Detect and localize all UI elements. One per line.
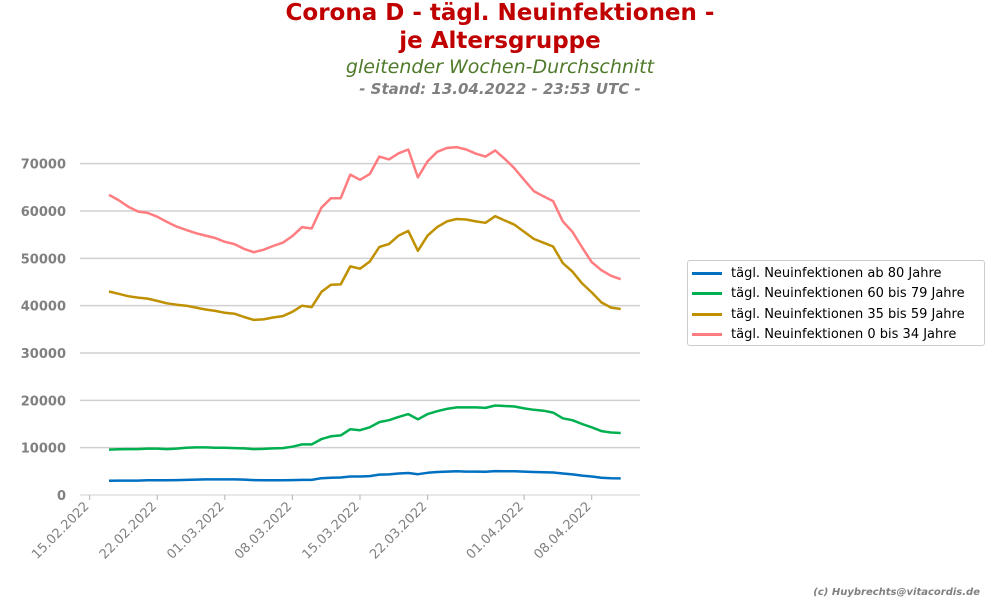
legend-item: tägl. Neuinfektionen 60 bis 79 Jahre	[692, 284, 984, 305]
x-tick-label: 22.03.2022	[367, 499, 430, 562]
legend-label: tägl. Neuinfektionen 60 bis 79 Jahre	[731, 286, 965, 302]
x-tick-label: 22.02.2022	[97, 499, 160, 562]
legend-swatch	[692, 312, 722, 316]
legend-item: tägl. Neuinfektionen 35 bis 59 Jahre	[692, 304, 984, 325]
chart-subtitle: gleitender Wochen-Durchschnitt	[345, 56, 655, 78]
chart-timestamp: - Stand: 13.04.2022 - 23:53 UTC -	[359, 80, 641, 98]
legend-item: tägl. Neuinfektionen ab 80 Jahre	[692, 263, 984, 284]
y-tick-label: 20000	[21, 394, 66, 409]
grid-lines	[80, 162, 640, 449]
series-line-0	[108, 469, 621, 483]
series-line-3	[108, 145, 622, 281]
y-tick-label: 60000	[21, 205, 66, 220]
y-tick-label: 10000	[21, 442, 66, 457]
x-tick-label: 15.03.2022	[300, 499, 363, 562]
series-lines	[108, 145, 622, 483]
legend-label: tägl. Neuinfektionen 35 bis 59 Jahre	[731, 306, 965, 322]
chart-title-line-1: Corona D - tägl. Neuinfektionen -	[285, 0, 715, 26]
x-tick-label: 01.04.2022	[464, 499, 527, 562]
legend-item: tägl. Neuinfektionen 0 bis 34 Jahre	[692, 325, 984, 346]
y-tick-label: 50000	[21, 252, 66, 267]
credit-text: (c) Huybrechts@vitacordis.de	[813, 587, 980, 598]
legend-label: tägl. Neuinfektionen 0 bis 34 Jahre	[731, 327, 957, 343]
y-tick-label: 70000	[21, 158, 66, 173]
x-tick-label: 08.03.2022	[232, 499, 295, 562]
y-tick-label: 0	[57, 489, 66, 504]
legend-swatch	[692, 271, 722, 275]
series-line-1	[108, 404, 621, 451]
legend-label: tägl. Neuinfektionen ab 80 Jahre	[731, 265, 942, 281]
chart-legend: tägl. Neuinfektionen ab 80 Jahre tägl. Ne…	[687, 260, 985, 346]
chart-title-line-2: je Altersgruppe	[399, 28, 601, 54]
x-tick-label: 08.04.2022	[531, 499, 594, 562]
y-tick-label: 30000	[21, 347, 66, 362]
legend-swatch	[692, 292, 722, 296]
legend-swatch	[692, 333, 722, 337]
x-tick-label: 15.02.2022	[29, 499, 92, 562]
y-tick-label: 40000	[21, 300, 66, 315]
x-tick-label: 01.03.2022	[164, 499, 227, 562]
axes: 0 10000 20000 30000 40000 50000 60000 70000 15.0…	[21, 158, 640, 562]
series-line-2	[108, 214, 621, 322]
